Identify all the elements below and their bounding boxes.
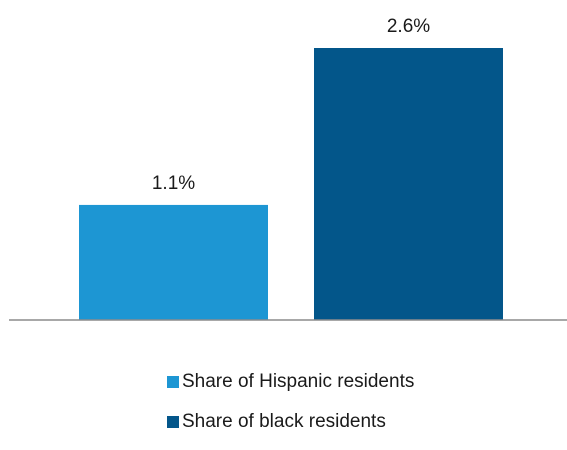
bar-hispanic <box>79 204 268 320</box>
data-label-hispanic: 1.1% <box>152 173 195 194</box>
legend-item-black: Share of black residents <box>167 410 414 434</box>
bar-black <box>314 48 503 320</box>
chart: 1.1% 2.6% Share of Hispanic residents Sha… <box>9 16 567 432</box>
legend-label-hispanic: Share of Hispanic residents <box>182 371 415 392</box>
legend-item-hispanic: Share of Hispanic residents <box>167 370 414 394</box>
bar-chart-svg: 1.1% 2.6% <box>9 16 567 321</box>
legend-swatch-black <box>167 416 179 428</box>
data-labels-group: 1.1% 2.6% <box>152 16 430 194</box>
data-label-black: 2.6% <box>387 16 430 37</box>
legend-label-black: Share of black residents <box>182 411 386 432</box>
legend: Share of Hispanic residents Share of bla… <box>167 370 414 450</box>
legend-swatch-hispanic <box>167 376 179 388</box>
bars-group <box>79 48 503 320</box>
